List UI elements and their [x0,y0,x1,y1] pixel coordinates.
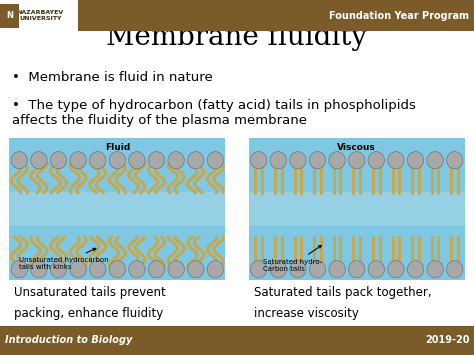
Ellipse shape [407,152,424,169]
Text: increase viscosity: increase viscosity [254,307,358,320]
Ellipse shape [50,261,67,278]
Ellipse shape [348,152,365,169]
Ellipse shape [129,261,145,278]
Text: Foundation Year Program: Foundation Year Program [329,11,469,21]
Text: 2019-20: 2019-20 [425,335,469,345]
Ellipse shape [407,261,424,278]
Ellipse shape [31,261,47,278]
Ellipse shape [11,261,27,278]
Text: NAZARBAYEV
UNIVERSITY: NAZARBAYEV UNIVERSITY [17,10,64,21]
Ellipse shape [109,261,126,278]
Ellipse shape [309,152,326,169]
Bar [9,138,225,280]
Ellipse shape [270,152,286,169]
Ellipse shape [329,261,345,278]
Text: Saturated hydro-
Carbon tails: Saturated hydro- Carbon tails [263,245,322,272]
Bar [9,192,225,226]
Bar [0,0,78,31]
Ellipse shape [250,152,267,169]
Ellipse shape [207,152,224,169]
Ellipse shape [188,152,204,169]
Ellipse shape [168,152,184,169]
Text: Membrane fluidity: Membrane fluidity [107,24,367,51]
Text: Introduction to Biology: Introduction to Biology [5,335,132,345]
Ellipse shape [207,261,224,278]
Text: Fluid: Fluid [105,143,130,152]
Text: •  Membrane is fluid in nature: • Membrane is fluid in nature [12,71,213,84]
Ellipse shape [329,152,345,169]
Text: Unsaturated hydrocarbon
tails with kinks: Unsaturated hydrocarbon tails with kinks [19,248,109,270]
Bar [0,0,474,31]
Text: packing, enhance fluidity: packing, enhance fluidity [14,307,164,320]
Ellipse shape [70,152,86,169]
Ellipse shape [447,261,463,278]
Bar [0,326,474,355]
Ellipse shape [388,152,404,169]
Ellipse shape [148,261,165,278]
Ellipse shape [109,152,126,169]
Text: Viscous: Viscous [337,143,376,152]
Ellipse shape [368,152,384,169]
Ellipse shape [290,261,306,278]
Text: Unsaturated tails prevent: Unsaturated tails prevent [14,286,166,299]
Ellipse shape [129,152,145,169]
Text: Saturated tails pack together,: Saturated tails pack together, [254,286,431,299]
Ellipse shape [168,261,184,278]
Ellipse shape [90,261,106,278]
Ellipse shape [427,152,443,169]
Ellipse shape [31,152,47,169]
Ellipse shape [70,261,86,278]
Ellipse shape [290,152,306,169]
Ellipse shape [148,152,165,169]
Bar [0,4,19,28]
Ellipse shape [388,261,404,278]
Ellipse shape [270,261,286,278]
Bar [249,192,465,226]
Ellipse shape [348,261,365,278]
Text: N: N [6,11,13,20]
Ellipse shape [90,152,106,169]
Bar [249,138,465,280]
Text: •  The type of hydrocarbon (fatty acid) tails in phospholipids
affects the fluid: • The type of hydrocarbon (fatty acid) t… [12,99,416,127]
Ellipse shape [50,152,67,169]
Ellipse shape [309,261,326,278]
Ellipse shape [368,261,384,278]
Ellipse shape [250,261,267,278]
Ellipse shape [188,261,204,278]
Ellipse shape [427,261,443,278]
Ellipse shape [447,152,463,169]
Ellipse shape [11,152,27,169]
